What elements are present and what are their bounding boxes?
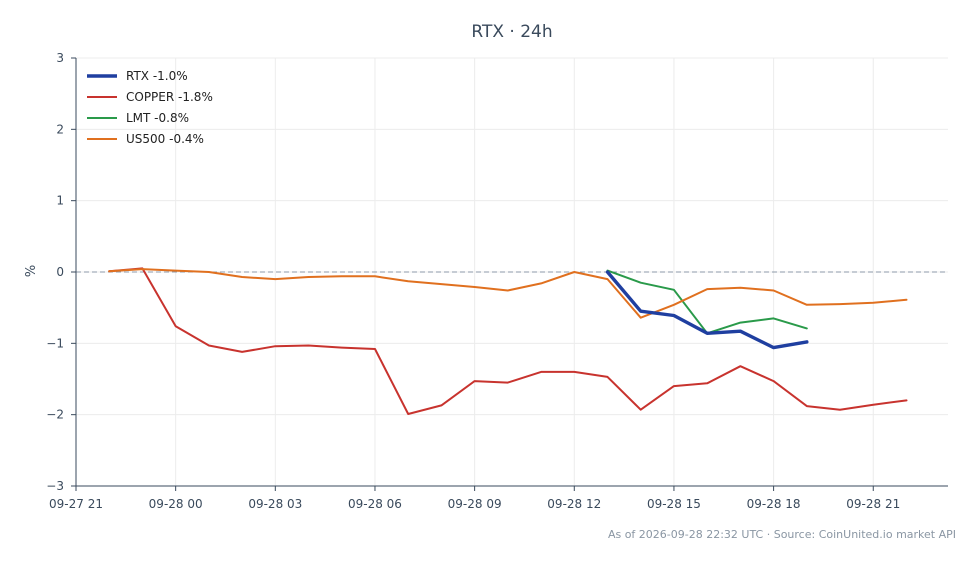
x-tick-label: 09-27 21 [49,497,103,511]
x-tick-label: 09-28 06 [348,497,402,511]
y-tick-label: 3 [56,51,64,65]
x-tick-label: 09-28 18 [747,497,801,511]
legend-label: LMT -0.8% [126,111,189,125]
x-tick-label: 09-28 03 [248,497,302,511]
x-tick-label: 09-28 15 [647,497,701,511]
x-tick-label: 09-28 00 [149,497,203,511]
x-tick-label: 09-28 12 [547,497,601,511]
y-tick-label: 0 [56,265,64,279]
series-line-rtx [605,270,809,350]
series-line-lmt [606,269,808,335]
legend: RTX -1.0% COPPER -1.8% LMT -0.8% US500 -0.4… [87,69,213,146]
series-group [108,267,908,415]
y-tick-label: 2 [56,122,64,136]
chart-title: RTX · 24h [471,22,552,42]
y-axis-label: % [24,265,39,277]
x-tick-label: 09-28 09 [448,497,502,511]
axes: −3 −2 −1 0 1 2 3 09-27 21 09-28 00 09-28 03 09-28 … [46,51,948,511]
y-tick-label: −2 [46,408,64,422]
series-line-copper [108,267,908,415]
y-tick-label: −3 [46,479,64,493]
legend-label: US500 -0.4% [126,132,204,146]
series-line-us500 [108,268,908,319]
y-tick-label: −1 [46,336,64,350]
footer-source-text: As of 2026-09-28 22:32 UTC · Source: Coi… [608,528,956,541]
y-tick-label: 1 [56,194,64,208]
legend-label: RTX -1.0% [126,69,188,83]
x-tick-label: 09-28 21 [846,497,900,511]
legend-label: COPPER -1.8% [126,90,213,104]
